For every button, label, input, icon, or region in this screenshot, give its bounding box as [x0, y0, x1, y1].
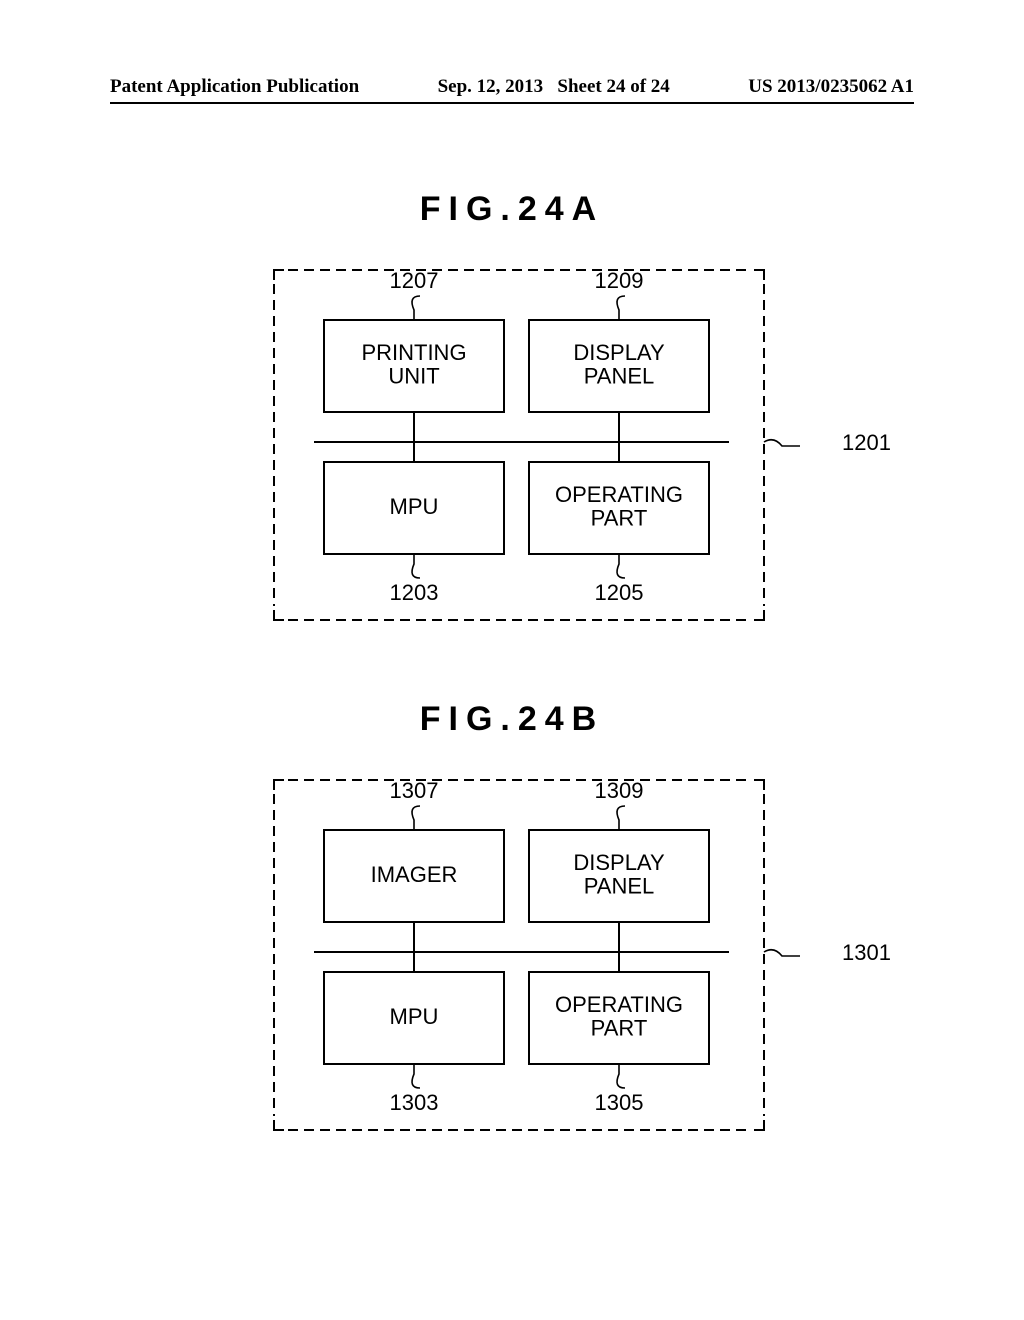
svg-text:PANEL: PANEL [584, 364, 655, 389]
publication-date: Sep. 12, 2013 Sheet 24 of 24 [438, 76, 670, 98]
svg-text:OPERATING: OPERATING [555, 482, 683, 507]
svg-text:UNIT: UNIT [388, 364, 439, 389]
svg-text:1307: 1307 [390, 778, 439, 803]
publication-number: US 2013/0235062 A1 [748, 76, 914, 98]
header-row: Patent Application Publication Sep. 12, … [110, 76, 914, 98]
svg-text:DISPLAY: DISPLAY [573, 340, 665, 365]
svg-text:1303: 1303 [390, 1090, 439, 1115]
svg-text:MPU: MPU [390, 1004, 439, 1029]
figure-a-diagram: PRINTINGUNIT 1207 DISPLAYPANEL 1209 MPU 1203 O… [0, 260, 1024, 630]
svg-text:PART: PART [591, 1016, 648, 1041]
svg-text:1209: 1209 [595, 268, 644, 293]
svg-text:PRINTING: PRINTING [361, 340, 466, 365]
svg-text:IMAGER: IMAGER [371, 862, 458, 887]
svg-text:PART: PART [591, 506, 648, 531]
patent-page: Patent Application Publication Sep. 12, … [0, 0, 1024, 1320]
svg-text:DISPLAY: DISPLAY [573, 850, 665, 875]
figure-b-diagram: IMAGER 1307 DISPLAYPANEL 1309 MPU 1303 OPERATI… [0, 770, 1024, 1140]
svg-text:PANEL: PANEL [584, 874, 655, 899]
svg-text:1207: 1207 [390, 268, 439, 293]
svg-text:1203: 1203 [390, 580, 439, 605]
header-rule [110, 102, 914, 104]
publication-left: Patent Application Publication [110, 76, 359, 98]
svg-text:OPERATING: OPERATING [555, 992, 683, 1017]
svg-text:1305: 1305 [595, 1090, 644, 1115]
svg-text:1301: 1301 [842, 940, 891, 965]
svg-text:1205: 1205 [595, 580, 644, 605]
svg-text:1201: 1201 [842, 430, 891, 455]
svg-text:1309: 1309 [595, 778, 644, 803]
figure-b-title: FIG.24B [0, 700, 1024, 739]
figure-a-title: FIG.24A [0, 190, 1024, 229]
svg-text:MPU: MPU [390, 494, 439, 519]
